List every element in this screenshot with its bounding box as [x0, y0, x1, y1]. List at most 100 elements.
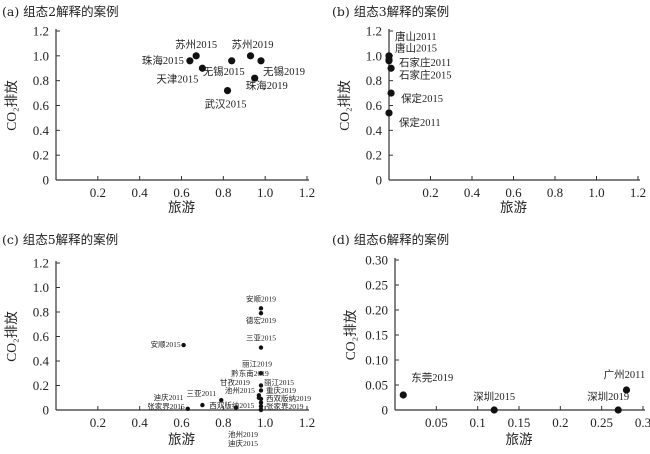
panel-b-point — [387, 89, 395, 97]
panel-c-point — [258, 306, 264, 311]
panel-a-y-tick-label: 0.4 — [33, 123, 50, 138]
panel-d-x-tick-label: 0.25 — [590, 415, 613, 430]
panel-a-x-tick-label: 0.2 — [90, 185, 106, 200]
panel-c-point-label: 三亚2011 — [187, 389, 217, 398]
panel-a-point-label: 珠海2019 — [246, 79, 288, 92]
panel-b-y-tick-label: 0.8 — [366, 73, 382, 88]
panel-c-y-tick-label: 1.0 — [33, 280, 49, 295]
panel-c-point — [181, 342, 186, 348]
panel-b-x-tick-label: 0.4 — [464, 185, 481, 200]
panel-b-point-label: 石家庄2011 — [399, 56, 451, 69]
panel-c-point-label: 重庆2019 — [266, 385, 296, 395]
panel-c-point-label: 迪庆2015 — [228, 438, 258, 448]
panel-c-point — [258, 388, 264, 393]
panel-c-point-label: 黔东南2019 — [231, 368, 269, 378]
panel-a-point-label: 无锡2015 — [203, 65, 245, 78]
panel-c-y-tick-label: 0.6 — [33, 329, 50, 344]
panel-b-y-tick-label: 1.0 — [366, 48, 382, 63]
panel-a-y-tick-label: 0.6 — [33, 98, 50, 113]
panel-c-title: (c) 组态5解释的案例 — [2, 232, 119, 247]
panel-c-x-tick-label: 1.2 — [299, 415, 315, 430]
panel-d-x-tick-label: 0.15 — [508, 415, 531, 430]
panel-a-point-label: 苏州2015 — [175, 38, 217, 51]
panel-d-x-tick-label: 0.3 — [635, 415, 650, 430]
panel-c-point — [200, 402, 205, 408]
panel-d-y-tick-label: 0.25 — [365, 278, 388, 293]
panel-d-point — [622, 386, 631, 394]
panel-c-point — [258, 407, 264, 413]
panel-d-y-tick-label: 0.05 — [365, 378, 388, 393]
panel-c-point-label: 迪庆2011 — [154, 392, 184, 402]
panel-c-point — [219, 398, 224, 403]
panel-c-y-tick-label: 1.2 — [33, 256, 49, 271]
panel-d-x-tick-label: 0.05 — [425, 415, 448, 430]
panel-a-point — [198, 64, 207, 72]
panel-d-x-tick-label: 0.2 — [552, 415, 568, 430]
panel-b-y-axis-label: CO₂排放 — [337, 80, 352, 131]
panel-c-point-label: 安顺2019 — [246, 293, 276, 303]
panel-b-x-tick-label: 0.8 — [547, 185, 563, 200]
panel-a-point — [223, 87, 232, 95]
panel-d-title: (d) 组态6解释的案例 — [332, 232, 450, 247]
panel-d-point — [490, 406, 498, 414]
panel-c-point-label: 丽江2015 — [264, 378, 294, 387]
panel-c-point — [258, 404, 264, 409]
panel-c-point-label: 甘孜2019 — [220, 377, 250, 387]
panel-b-point-label: 唐山2011 — [395, 30, 437, 43]
panel-a-y-tick-label: 1.2 — [33, 24, 49, 39]
panel-b-x-tick-label: 0.2 — [422, 185, 438, 200]
panel-c-point — [258, 371, 264, 376]
panel-c-point-label: 德宏2019 — [246, 315, 276, 325]
panel-a-point — [251, 74, 259, 82]
panel-a-y-tick-label: 0.8 — [33, 73, 49, 88]
panel-c-point-label: 安顺2015 — [151, 339, 181, 349]
panel-c-x-tick-label: 0.8 — [215, 415, 231, 430]
panel-a-y-axis-label: CO₂排放 — [4, 80, 19, 131]
panel-c-point — [258, 383, 264, 388]
panel-c-point-label: 三亚2015 — [246, 334, 276, 343]
panel-c-point — [258, 311, 264, 316]
panel-c-x-tick-label: 1.0 — [257, 415, 273, 430]
panel-a-x-tick-label: 0.6 — [173, 185, 190, 200]
panel-d-x-axis-label: 旅游 — [506, 432, 533, 447]
panel-a-point-label: 武汉2015 — [205, 98, 247, 111]
panel-a-y-tick-label: 0.2 — [33, 148, 49, 163]
panel-d-point — [399, 391, 407, 399]
panel-d-y-tick-label: 0 — [382, 403, 389, 418]
panel-d-point-label: 深圳2019 — [587, 391, 629, 403]
panel-b-point-label: 唐山2015 — [395, 42, 437, 55]
panel-a-point — [186, 57, 194, 65]
panel-b-y-tick-label: 0.2 — [366, 148, 382, 163]
panel-b-point — [387, 64, 395, 72]
panel-b-point-label: 保定2011 — [399, 116, 441, 129]
panel-d-y-tick-label: 0.20 — [365, 303, 388, 318]
panel-b-point — [385, 57, 393, 65]
panel-a-point-label: 苏州2019 — [232, 38, 274, 51]
panel-a-x-tick-label: 0.8 — [215, 185, 231, 200]
panel-c-y-tick-label: 0 — [43, 403, 50, 418]
panel-c-x-tick-label: 0.6 — [173, 415, 190, 430]
panel-b-point-label: 保定2015 — [401, 92, 443, 105]
panel-c-point — [185, 406, 190, 411]
panel-c-x-tick-label: 0.4 — [132, 415, 149, 430]
panel-c-y-tick-label: 0.8 — [33, 305, 49, 320]
panel-b-x-tick-label: 1.0 — [588, 185, 604, 200]
panel-b-point-label: 石家庄2015 — [399, 68, 452, 81]
panel-d-x-tick-label: 0.1 — [470, 415, 486, 430]
panel-a-point-label: 天津2015 — [156, 73, 198, 85]
panel-b-x-tick-label: 1.2 — [630, 185, 646, 200]
panel-d-point-label: 广州2011 — [604, 369, 646, 381]
panel-b-point — [385, 109, 393, 117]
panel-a-point — [228, 57, 236, 65]
panel-d-point-label: 东莞2019 — [411, 371, 453, 384]
panel-c-point-label: 张家界2019 — [266, 401, 304, 411]
panel-b-x-axis-label: 旅游 — [500, 200, 527, 215]
panel-b-y-tick-label: 0.4 — [366, 123, 383, 138]
panel-d-y-tick-label: 0.10 — [365, 353, 388, 368]
panel-c-y-tick-label: 0.4 — [33, 354, 50, 369]
panel-c-point-label: 西双版纳2019 — [266, 393, 311, 403]
panel-b-y-tick-label: 0 — [376, 173, 383, 188]
panel-a-y-tick-label: 0 — [43, 173, 50, 188]
panel-a-x-tick-label: 0.4 — [132, 185, 149, 200]
